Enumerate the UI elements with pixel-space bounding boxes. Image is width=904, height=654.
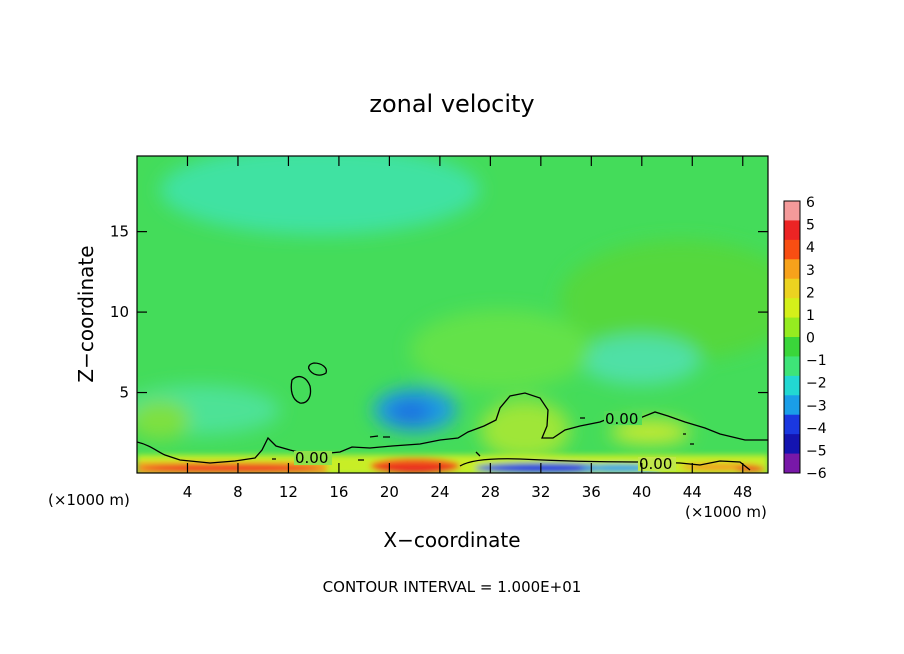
colorbar-frame (783, 200, 801, 474)
x-tick-label: 40 (632, 483, 651, 501)
x-tick-label: 20 (380, 483, 399, 501)
x-tick-label: 12 (279, 483, 298, 501)
x-tick-label: 44 (683, 483, 702, 501)
x-unit-left: (×1000 m) (48, 491, 130, 509)
chart-title: zonal velocity (369, 90, 534, 118)
contour-interval-note: CONTOUR INTERVAL = 1.000E+01 (323, 578, 582, 596)
colorbar-swatch (784, 414, 800, 435)
contour-label: 0.00 (605, 410, 638, 428)
x-tick-label: 48 (733, 483, 752, 501)
colorbar-tick-label: 2 (806, 285, 815, 301)
colorbar-swatch (784, 395, 800, 416)
colorbar-tick-label: 3 (806, 263, 815, 279)
y-tick-label: 10 (110, 303, 129, 321)
colorbar-swatch (784, 201, 800, 221)
y-tick-label: 15 (110, 223, 129, 241)
colorbar-tick-label: −2 (806, 376, 827, 392)
x-tick-label: 24 (430, 483, 449, 501)
x-unit-right: (×1000 m) (685, 503, 767, 521)
contour-label: 0.00 (295, 449, 328, 467)
x-tick-label: 16 (329, 483, 348, 501)
colorbar-swatch (784, 453, 800, 474)
colorbar-swatch (784, 337, 800, 357)
colorbar-tick-label: −4 (806, 421, 827, 437)
colorbar-swatch (784, 278, 800, 299)
y-tick-label: 5 (119, 384, 129, 402)
colorbar-tick-label: −6 (806, 466, 827, 482)
colorbar-tick-label: 4 (806, 240, 815, 256)
colorbar-tick-label: 6 (806, 195, 815, 211)
y-axis-label: Z−coordinate (74, 245, 98, 382)
colorbar-swatch (784, 356, 800, 377)
x-axis-label: X−coordinate (383, 528, 520, 552)
colorbar-tick-label: 1 (806, 308, 815, 324)
colorbar-swatch (784, 220, 800, 241)
colorbar-tick-label: −5 (806, 443, 827, 459)
colorbar-swatch (784, 434, 800, 455)
x-tick-label: 8 (233, 483, 243, 501)
contour-label: 0.00 (639, 455, 672, 473)
heatmap-field (137, 156, 768, 473)
x-tick-label: 36 (582, 483, 601, 501)
y-axis-ticks: 5 10 15 (110, 223, 768, 402)
colorbar-tick-label: −3 (806, 398, 827, 414)
x-tick-label: 32 (531, 483, 550, 501)
colorbar-swatch (784, 298, 800, 319)
x-tick-label: 28 (481, 483, 500, 501)
x-axis-ticks: 4 8 12 16 20 24 28 32 36 40 44 48 (183, 156, 752, 501)
colorbar-swatch (784, 317, 800, 338)
colorbar-swatch (784, 375, 800, 396)
x-tick-label: 4 (183, 483, 193, 501)
colorbar-tick-label: −1 (806, 353, 827, 369)
colorbar-tick-label: 5 (806, 218, 815, 234)
colorbar-tick-label: 0 (806, 331, 815, 347)
plot-frame (136, 155, 769, 474)
colorbar-swatch (784, 239, 800, 260)
colorbar-swatch (784, 259, 800, 280)
colorbar: 6 5 4 3 2 1 0 −1 −2 −3 −4 −5 −6 (783, 195, 827, 482)
contour-labels: 0.00 0.00 0.00 (294, 410, 676, 473)
